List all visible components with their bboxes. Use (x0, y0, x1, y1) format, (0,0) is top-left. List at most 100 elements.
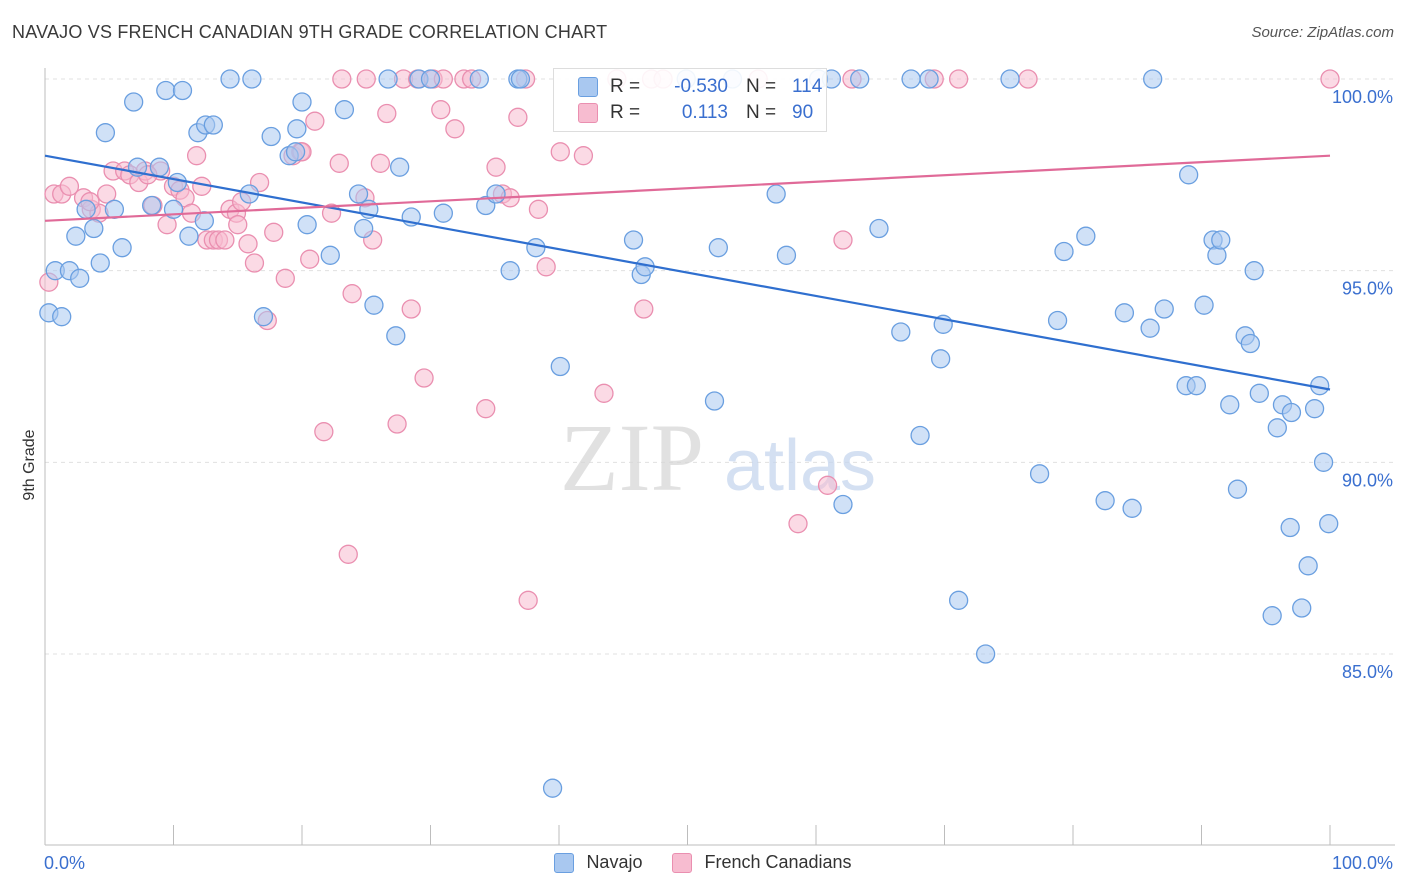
navajo-point (253, 307, 274, 327)
navajo-point (1140, 318, 1160, 338)
navajo-point (542, 778, 563, 798)
navajo-point (1244, 261, 1264, 281)
navajo-point (76, 199, 96, 219)
navajo-point (975, 644, 996, 664)
legend-navajo-n-value: 114 (792, 76, 823, 97)
watermark-zip: ZIP (560, 404, 704, 511)
navajo-point (1319, 514, 1339, 534)
french-point (1018, 69, 1038, 89)
navajo-point (469, 69, 489, 89)
navajo-point (891, 322, 911, 342)
navajo-point (1298, 556, 1318, 576)
french-trend-line (44, 154, 1331, 222)
french-point (431, 100, 451, 120)
navajo-point (910, 425, 930, 446)
french-point (817, 475, 838, 495)
navajo-point (1304, 399, 1325, 419)
french-point (445, 119, 465, 139)
french-point (329, 153, 349, 173)
navajo-point (334, 100, 355, 120)
navajo-point (1122, 498, 1142, 518)
watermark-atlas: atlas (724, 426, 876, 506)
navajo-point (84, 218, 104, 239)
navajo-point (1280, 517, 1300, 538)
french-point (948, 69, 969, 89)
navajo-point (833, 494, 853, 515)
navajo-point (1281, 402, 1302, 423)
french-swatch (578, 103, 598, 123)
navajo-point (1154, 299, 1174, 319)
french-point (305, 111, 325, 131)
navajo-point (194, 211, 214, 231)
navajo-point (526, 238, 546, 258)
legend-item-french[interactable]: French Canadians (672, 852, 852, 873)
navajo-point (623, 230, 644, 250)
french-point (275, 268, 295, 288)
legend-french-r-value: 0.113 (681, 102, 728, 123)
navajo-point (95, 123, 116, 143)
legend-french-label: French Canadians (704, 852, 852, 872)
navajo-point (1076, 226, 1096, 246)
navajo-point (1220, 395, 1240, 415)
legend-french-n-label: N = (746, 102, 777, 123)
french-point (332, 69, 352, 89)
navajo-point (850, 69, 870, 89)
navajo-point (510, 69, 531, 89)
french-point (536, 257, 556, 277)
navajo-point (1227, 479, 1248, 499)
navajo-point (156, 80, 176, 101)
navajo-point (1143, 69, 1163, 89)
navajo-point (348, 184, 369, 204)
french-point (342, 284, 362, 304)
navajo-point (901, 69, 921, 89)
navajo-point (66, 226, 86, 246)
navajo-point (1095, 491, 1115, 511)
navajo-point (364, 295, 384, 315)
navajo-point (90, 253, 110, 273)
navajo-point (1114, 303, 1135, 323)
navajo-point (1000, 69, 1020, 89)
navajo-point (486, 184, 506, 204)
navajo-point (704, 391, 725, 411)
french-point (356, 69, 376, 89)
french-point (573, 146, 594, 166)
navajo-point (1054, 241, 1074, 262)
legend-item-navajo[interactable]: Navajo (554, 852, 642, 873)
x-tick-label-1: 100.0% (1332, 853, 1393, 873)
french-point (186, 146, 207, 166)
french-point (414, 368, 434, 388)
navajo-point (1262, 606, 1282, 626)
french-point (238, 234, 258, 254)
french-point (594, 383, 614, 403)
x-tick-label-0: 0.0% (44, 853, 85, 873)
axis-layer: 85.0% 90.0% 95.0% 100.0% (44, 68, 1395, 846)
series-legend: Navajo French Canadians (0, 852, 1406, 873)
french-point (401, 299, 421, 319)
navajo-point (1313, 452, 1334, 472)
legend-navajo-swatch (554, 852, 575, 873)
navajo-point (708, 238, 728, 258)
legend-row-navajo: R = -0.530 N = 114 (578, 75, 822, 99)
navajo-point (420, 69, 441, 89)
french-point (228, 215, 248, 235)
navajo-point (869, 218, 889, 239)
navajo-point (220, 69, 240, 89)
legend-french-n-value: 90 (792, 102, 814, 123)
navajo-point (179, 226, 199, 246)
navajo-point (378, 69, 398, 89)
navajo-point (149, 157, 170, 177)
navajo-point (285, 142, 306, 162)
navajo-point (1240, 333, 1260, 354)
navajo-point (500, 261, 520, 281)
navajo-point (104, 199, 125, 219)
french-point (634, 299, 654, 319)
navajo-point (297, 215, 317, 235)
navajo-point (919, 69, 939, 89)
french-point (1320, 69, 1340, 89)
french-point (59, 176, 80, 196)
navajo-point (203, 115, 223, 135)
french-point (518, 590, 538, 610)
navajo-point (766, 184, 786, 204)
chart-title: NAVAJO VS FRENCH CANADIAN 9TH GRADE CORR… (12, 22, 608, 42)
navajo-point (1047, 310, 1068, 331)
